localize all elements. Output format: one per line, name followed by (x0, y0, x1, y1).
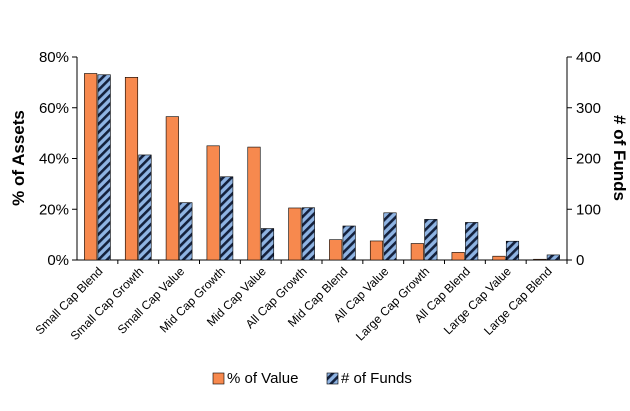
bar-pct-value (206, 145, 220, 261)
legend-swatch-pct-value (212, 372, 225, 385)
bar-pct-value (533, 258, 547, 261)
y2-tick-label: 0 (576, 252, 584, 269)
legend-swatch-fund-count (326, 372, 339, 385)
bar-pct-value (410, 243, 424, 261)
bar-fund-count (505, 240, 520, 261)
bar-pct-value (84, 73, 98, 261)
bar-fund-count (383, 212, 397, 261)
bar-fund-count (546, 254, 560, 261)
bar-pct-value (492, 255, 506, 261)
bar-pct-value (247, 146, 261, 261)
bar-pct-value (165, 116, 179, 261)
y-tick-label: 60% (39, 100, 69, 117)
y2-tick-label: 200 (576, 151, 601, 168)
bar-pct-value (124, 77, 139, 261)
y2-tick-label: 300 (576, 100, 601, 117)
bar-pct-value (288, 207, 302, 261)
y2-axis-title: # of Funds (610, 115, 629, 201)
bar-fund-count (465, 222, 479, 261)
bar-pct-value (451, 252, 465, 261)
y-tick-label: 40% (39, 151, 69, 168)
bar-fund-count (424, 219, 438, 261)
y2-tick-label: 100 (576, 201, 601, 218)
bar-fund-count (179, 202, 193, 261)
y2-tick-label: 400 (576, 49, 601, 66)
x-tick-label: Large Cap Growth (353, 264, 432, 343)
bar-fund-count (260, 228, 275, 261)
bar-fund-count (342, 225, 356, 261)
y-tick-label: 80% (39, 49, 69, 66)
x-tick-label: Small Cap Growth (68, 264, 147, 343)
x-tick-label: Small Cap Blend (32, 264, 105, 337)
bar-pct-value (329, 239, 343, 261)
y-axis-title: % of Assets (9, 110, 28, 206)
legend-label-pct-value: % of Value (227, 370, 298, 387)
y-tick-label: 0% (47, 252, 69, 269)
legend: % of Value # of Funds (212, 370, 412, 387)
y-tick-label: 20% (39, 201, 69, 218)
bar-fund-count (220, 176, 234, 261)
bar-fund-count (301, 207, 315, 261)
bar-pct-value (369, 240, 384, 261)
legend-label-fund-count: # of Funds (341, 370, 412, 387)
bar-fund-count (97, 74, 111, 261)
bar-fund-count (138, 154, 152, 261)
